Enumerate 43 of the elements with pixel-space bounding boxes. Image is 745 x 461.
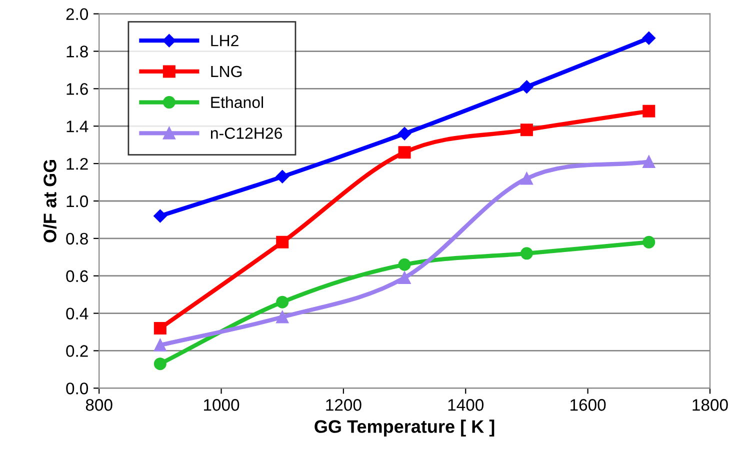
y-tick-label: 0.6 [66, 270, 88, 282]
y-tick-label: 1.8 [66, 46, 88, 58]
point [276, 296, 289, 308]
y-tick-label: 1.0 [66, 195, 88, 208]
point [276, 310, 289, 324]
x-tick-label: 1400 [448, 399, 484, 411]
y-tick-label: 1.6 [66, 83, 88, 95]
point [398, 127, 412, 140]
point [398, 146, 411, 159]
point [642, 236, 656, 248]
y-tick-label: 0.2 [66, 345, 88, 357]
point [642, 155, 656, 168]
x-tick-label: 1600 [570, 399, 606, 411]
legend-label: n-C12H26 [210, 128, 282, 139]
point [520, 172, 533, 185]
y-tick-label: 2.0 [66, 8, 88, 20]
y-tick-label: 0.4 [66, 308, 88, 320]
y-tick-label: 0.0 [66, 382, 88, 394]
point [154, 358, 166, 370]
y-tick-label: 1.4 [66, 120, 88, 132]
y-tick-label: 1.2 [66, 158, 88, 170]
point [154, 338, 166, 352]
point [520, 124, 533, 136]
y-tick-label: 0.8 [66, 232, 88, 245]
point [642, 32, 656, 45]
point [520, 80, 534, 94]
point [154, 209, 167, 223]
x-tick-label: 1000 [204, 399, 240, 411]
x-tick-label: 1200 [326, 399, 362, 411]
point [276, 236, 289, 248]
point [398, 258, 411, 271]
legend-label: LNG [211, 66, 242, 78]
x-tick-label: 800 [86, 399, 112, 411]
x-tick-label: 1800 [692, 399, 728, 411]
point [154, 322, 166, 335]
point [520, 247, 533, 260]
y-axis-title: O/F at GG [43, 160, 57, 242]
x-axis-title: GG Temperature [ K ] [314, 420, 494, 436]
legend-label: Ethanol [211, 96, 264, 108]
legend-label: LH2 [211, 35, 238, 46]
point [398, 271, 411, 284]
point [276, 170, 289, 184]
point [642, 104, 656, 118]
